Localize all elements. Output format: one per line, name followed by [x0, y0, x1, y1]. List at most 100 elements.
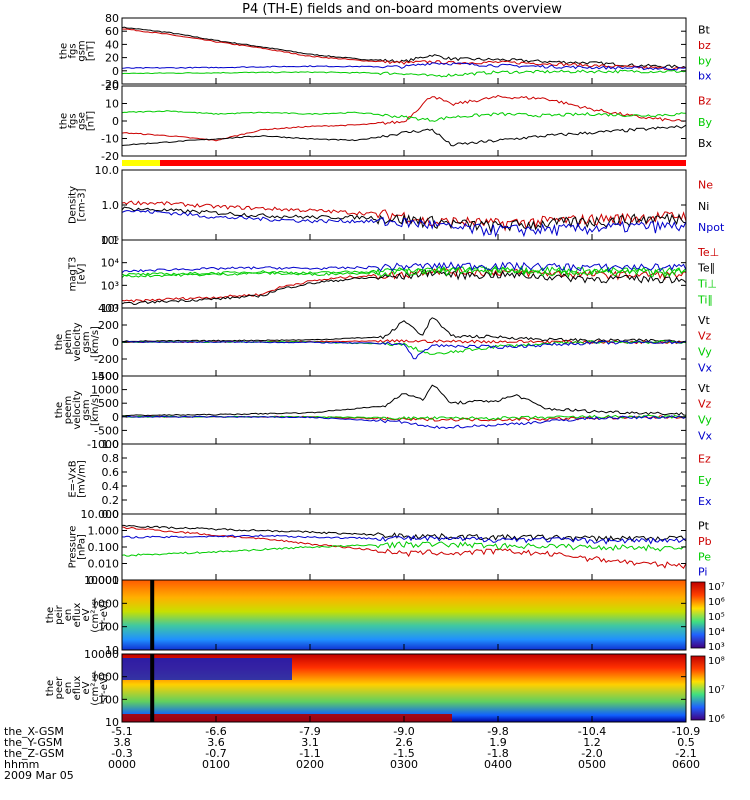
- y-axis-label: E=-VxB[mV/m]: [68, 460, 88, 498]
- y-tick-label: -20: [101, 150, 119, 163]
- time-axis-value: 0100: [202, 758, 230, 771]
- series-line-Vt: [122, 384, 686, 417]
- legend-entry: Pt: [698, 520, 710, 533]
- y-tick-label: 10000: [84, 648, 119, 661]
- time-axis-value: -0.3: [111, 747, 132, 760]
- y-tick-label: 1.000: [88, 525, 120, 538]
- y-tick-label: -1000: [87, 438, 119, 451]
- legend-entry: Ni: [698, 200, 709, 213]
- legend-entry: Ex: [698, 495, 712, 508]
- time-axis-value: -7.9: [299, 725, 320, 738]
- panel-frame: [121, 17, 687, 85]
- y-tick-label: 20: [105, 80, 119, 93]
- time-axis-value: 1.9: [489, 736, 507, 749]
- y-tick-label: 0: [112, 115, 119, 128]
- legend-entry: Vx: [698, 429, 713, 442]
- data-gap-bar: [150, 654, 155, 722]
- colorbar: [690, 581, 706, 649]
- legend-entry: Ey: [698, 474, 712, 487]
- series-line-Ni: [122, 206, 686, 234]
- series-line-by: [122, 69, 686, 78]
- colorbar-tick-label: 10⁴: [708, 627, 725, 638]
- colorbar-tick-label: 10⁷: [708, 582, 725, 593]
- time-axis-value: 2.6: [395, 736, 413, 749]
- flag-bar-yellow: [122, 160, 160, 166]
- panel-efield: 1.00.80.60.40.20.0 E=-VxB[mV/m]: [68, 438, 687, 521]
- panel-temperature: 10⁵ 10⁴ 10³ 10² magT3[eV]: [68, 234, 687, 315]
- y-tick-label: 1000: [91, 597, 119, 610]
- time-axis-value: -2.1: [675, 747, 696, 760]
- y-tick-label: 1500: [91, 370, 119, 383]
- series-line-Vx: [122, 340, 686, 360]
- series-line-Pi: [122, 534, 686, 545]
- y-tick-label: 10000: [84, 574, 119, 587]
- series-line-bx: [122, 62, 686, 71]
- time-axis-row-label: the_X-GSM: [4, 725, 64, 738]
- y-tick-label: -400: [94, 370, 119, 383]
- y-tick-label: 20: [105, 52, 119, 65]
- time-axis-row-label: the_Z-GSM: [4, 747, 64, 760]
- series-line-By: [122, 110, 686, 122]
- y-axis-label: thepeerenefluxeV(cm²-s-sr-eV): [45, 670, 110, 706]
- y-tick-label: 0: [112, 65, 119, 78]
- y-tick-label: 1.0: [102, 199, 120, 212]
- time-axis-row-label: 2009 Mar 05: [4, 769, 74, 782]
- y-tick-label: -20: [101, 78, 119, 91]
- time-axis-value: 1.2: [583, 736, 601, 749]
- time-axis-value: 0400: [484, 758, 512, 771]
- colorbar-tick-label: 10⁵: [708, 612, 725, 623]
- panel-peer_spectrogram: 10⁸ 10⁷ 10⁶ 10000 1000 100 10 thepeerenefluxeV(…: [45, 648, 725, 729]
- y-tick-label: 60: [105, 25, 119, 38]
- y-tick-label: -10: [101, 133, 119, 146]
- y-tick-label: 200: [98, 319, 119, 332]
- colorbar: [690, 655, 706, 721]
- y-tick-label: 0.6: [102, 466, 120, 479]
- y-tick-label: 100: [98, 693, 119, 706]
- y-tick-label: 10.000: [81, 508, 120, 521]
- time-axis-value: -1.5: [393, 747, 414, 760]
- panel-density: 10.0 1.0 0.1 Density[cm-3]: [68, 164, 687, 247]
- y-tick-label: 10²: [101, 302, 119, 315]
- y-axis-label: thepeimvelocitygsm[km/s]: [54, 322, 101, 361]
- time-axis-value: -9.0: [393, 725, 414, 738]
- legend-entry: Ti∥: [697, 293, 713, 306]
- legend-entry: Ne: [698, 179, 713, 192]
- y-tick-label: 400: [98, 302, 119, 315]
- time-axis-value: 0000: [108, 758, 136, 771]
- time-axis-value: 0600: [672, 758, 700, 771]
- time-axis-value: -2.0: [581, 747, 602, 760]
- chart-title: P4 (TH-E) fields and on-board moments ov…: [242, 2, 562, 17]
- series-line-Pe: [122, 541, 686, 557]
- time-axis-value: -9.8: [487, 725, 508, 738]
- time-axis-value: -5.1: [111, 725, 132, 738]
- legend-entry: Vt: [698, 382, 711, 395]
- colorbar-tick-label: 10⁷: [708, 685, 725, 696]
- y-tick-label: 0: [112, 336, 119, 349]
- time-axis-row-label: hhmm: [4, 758, 39, 771]
- spectrogram-image: [122, 580, 686, 650]
- flag-bar-red: [160, 160, 686, 166]
- y-tick-label: 1.0: [102, 438, 120, 451]
- y-tick-label: -500: [94, 424, 119, 437]
- series-line-bz: [122, 28, 686, 71]
- y-tick-label: 10: [105, 644, 119, 657]
- legend-entry: Ti⊥: [697, 278, 717, 291]
- y-tick-label: 0.8: [102, 452, 120, 465]
- y-tick-label: 80: [105, 12, 119, 25]
- legend-entry: Ez: [698, 453, 711, 466]
- colorbar-tick-label: 10⁶: [708, 597, 725, 608]
- series-line-Vt: [122, 317, 686, 343]
- panel-frame: [121, 85, 687, 157]
- legend-entry: Bz: [698, 95, 712, 108]
- time-axis-value: 3.8: [113, 736, 131, 749]
- series-line-Npot: [122, 209, 686, 238]
- series-line-Te∥: [122, 269, 686, 306]
- time-axis-value: 3.1: [301, 736, 319, 749]
- y-tick-label: 10⁴: [101, 257, 120, 270]
- panel-peim_velocity: 400 200 0 -200 -400 thepeimvelocitygsm[km/s]: [54, 302, 687, 383]
- legend-entry: Bt: [698, 24, 711, 37]
- y-axis-label: thefgsgsm[nT]: [59, 40, 97, 61]
